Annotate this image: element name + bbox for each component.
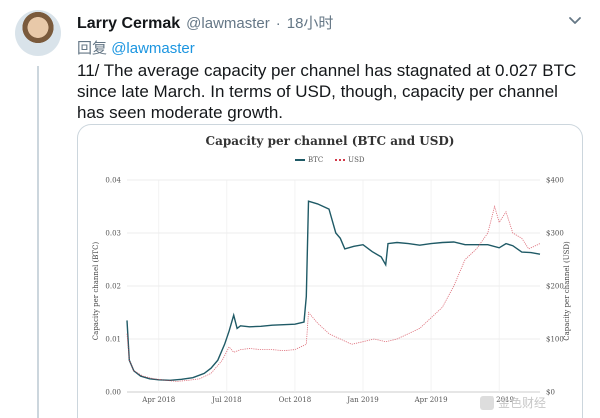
series-line-btc	[126, 200, 541, 382]
x-tick-label: Apr 2018	[141, 396, 175, 404]
y-axis-right-label: Capacity per channel (USD)	[563, 241, 571, 341]
y-right-tick-label: $300	[546, 230, 564, 238]
avatar[interactable]	[15, 10, 61, 56]
separator-dot: ·	[275, 15, 281, 32]
y-right-tick-label: $100	[546, 336, 564, 344]
x-tick-label: Apr 2019	[414, 396, 448, 404]
series-line-usd	[126, 204, 541, 382]
chevron-down-icon[interactable]	[567, 13, 583, 29]
y-left-tick-label: 0.01	[105, 336, 121, 344]
y-right-tick-label: $400	[546, 177, 564, 185]
tweet-header: Larry Cermak @lawmaster · 18小时	[77, 12, 333, 34]
legend-label-usd: USD	[348, 156, 365, 164]
timestamp[interactable]: 18小时	[286, 15, 334, 32]
chart-plot: 0.00 0.01 0.02 0.03 0.04 $0 $100 $200 $300 $400 Ap…	[105, 177, 564, 405]
chart-title: Capacity per channel (BTC and USD)	[205, 134, 455, 148]
reply-context: 回复 @lawmaster	[77, 37, 195, 58]
watermark-text: 金色财经	[498, 396, 547, 410]
reply-label: 回复	[77, 40, 108, 57]
legend-item-usd: USD	[335, 156, 364, 164]
tweet-text: 11/ The average capacity per channel has…	[77, 61, 577, 122]
y-left-tick-label: 0.00	[105, 389, 121, 397]
legend-swatch-usd	[335, 159, 346, 161]
x-tick-label: Jul 2018	[211, 396, 242, 404]
y-left-tick-label: 0.03	[105, 230, 121, 238]
x-tick-label: Jan 2019	[346, 396, 379, 404]
reply-mention-link[interactable]: @lawmaster	[111, 40, 195, 57]
chart-legend: BTC USD	[295, 156, 364, 164]
author-name[interactable]: Larry Cermak	[77, 15, 181, 32]
x-tick-label: Jul 2019	[483, 396, 514, 404]
legend-item-btc: BTC	[295, 156, 323, 164]
x-tick-label: Oct 2018	[279, 396, 312, 404]
author-handle[interactable]: @lawmaster	[186, 15, 270, 32]
legend-label-btc: BTC	[308, 156, 324, 164]
y-left-tick-label: 0.04	[105, 177, 121, 185]
thread-line	[37, 66, 39, 418]
chart-image-card[interactable]	[77, 124, 583, 418]
watermark: 金色财经	[480, 394, 546, 411]
legend-swatch-btc	[295, 159, 305, 161]
y-axis-left-label: Capacity per channel (BTC)	[92, 241, 100, 341]
watermark-logo-icon	[480, 395, 494, 410]
y-right-tick-label: $0	[546, 389, 555, 397]
y-right-tick-label: $200	[546, 283, 564, 291]
y-left-tick-label: 0.02	[105, 283, 121, 291]
